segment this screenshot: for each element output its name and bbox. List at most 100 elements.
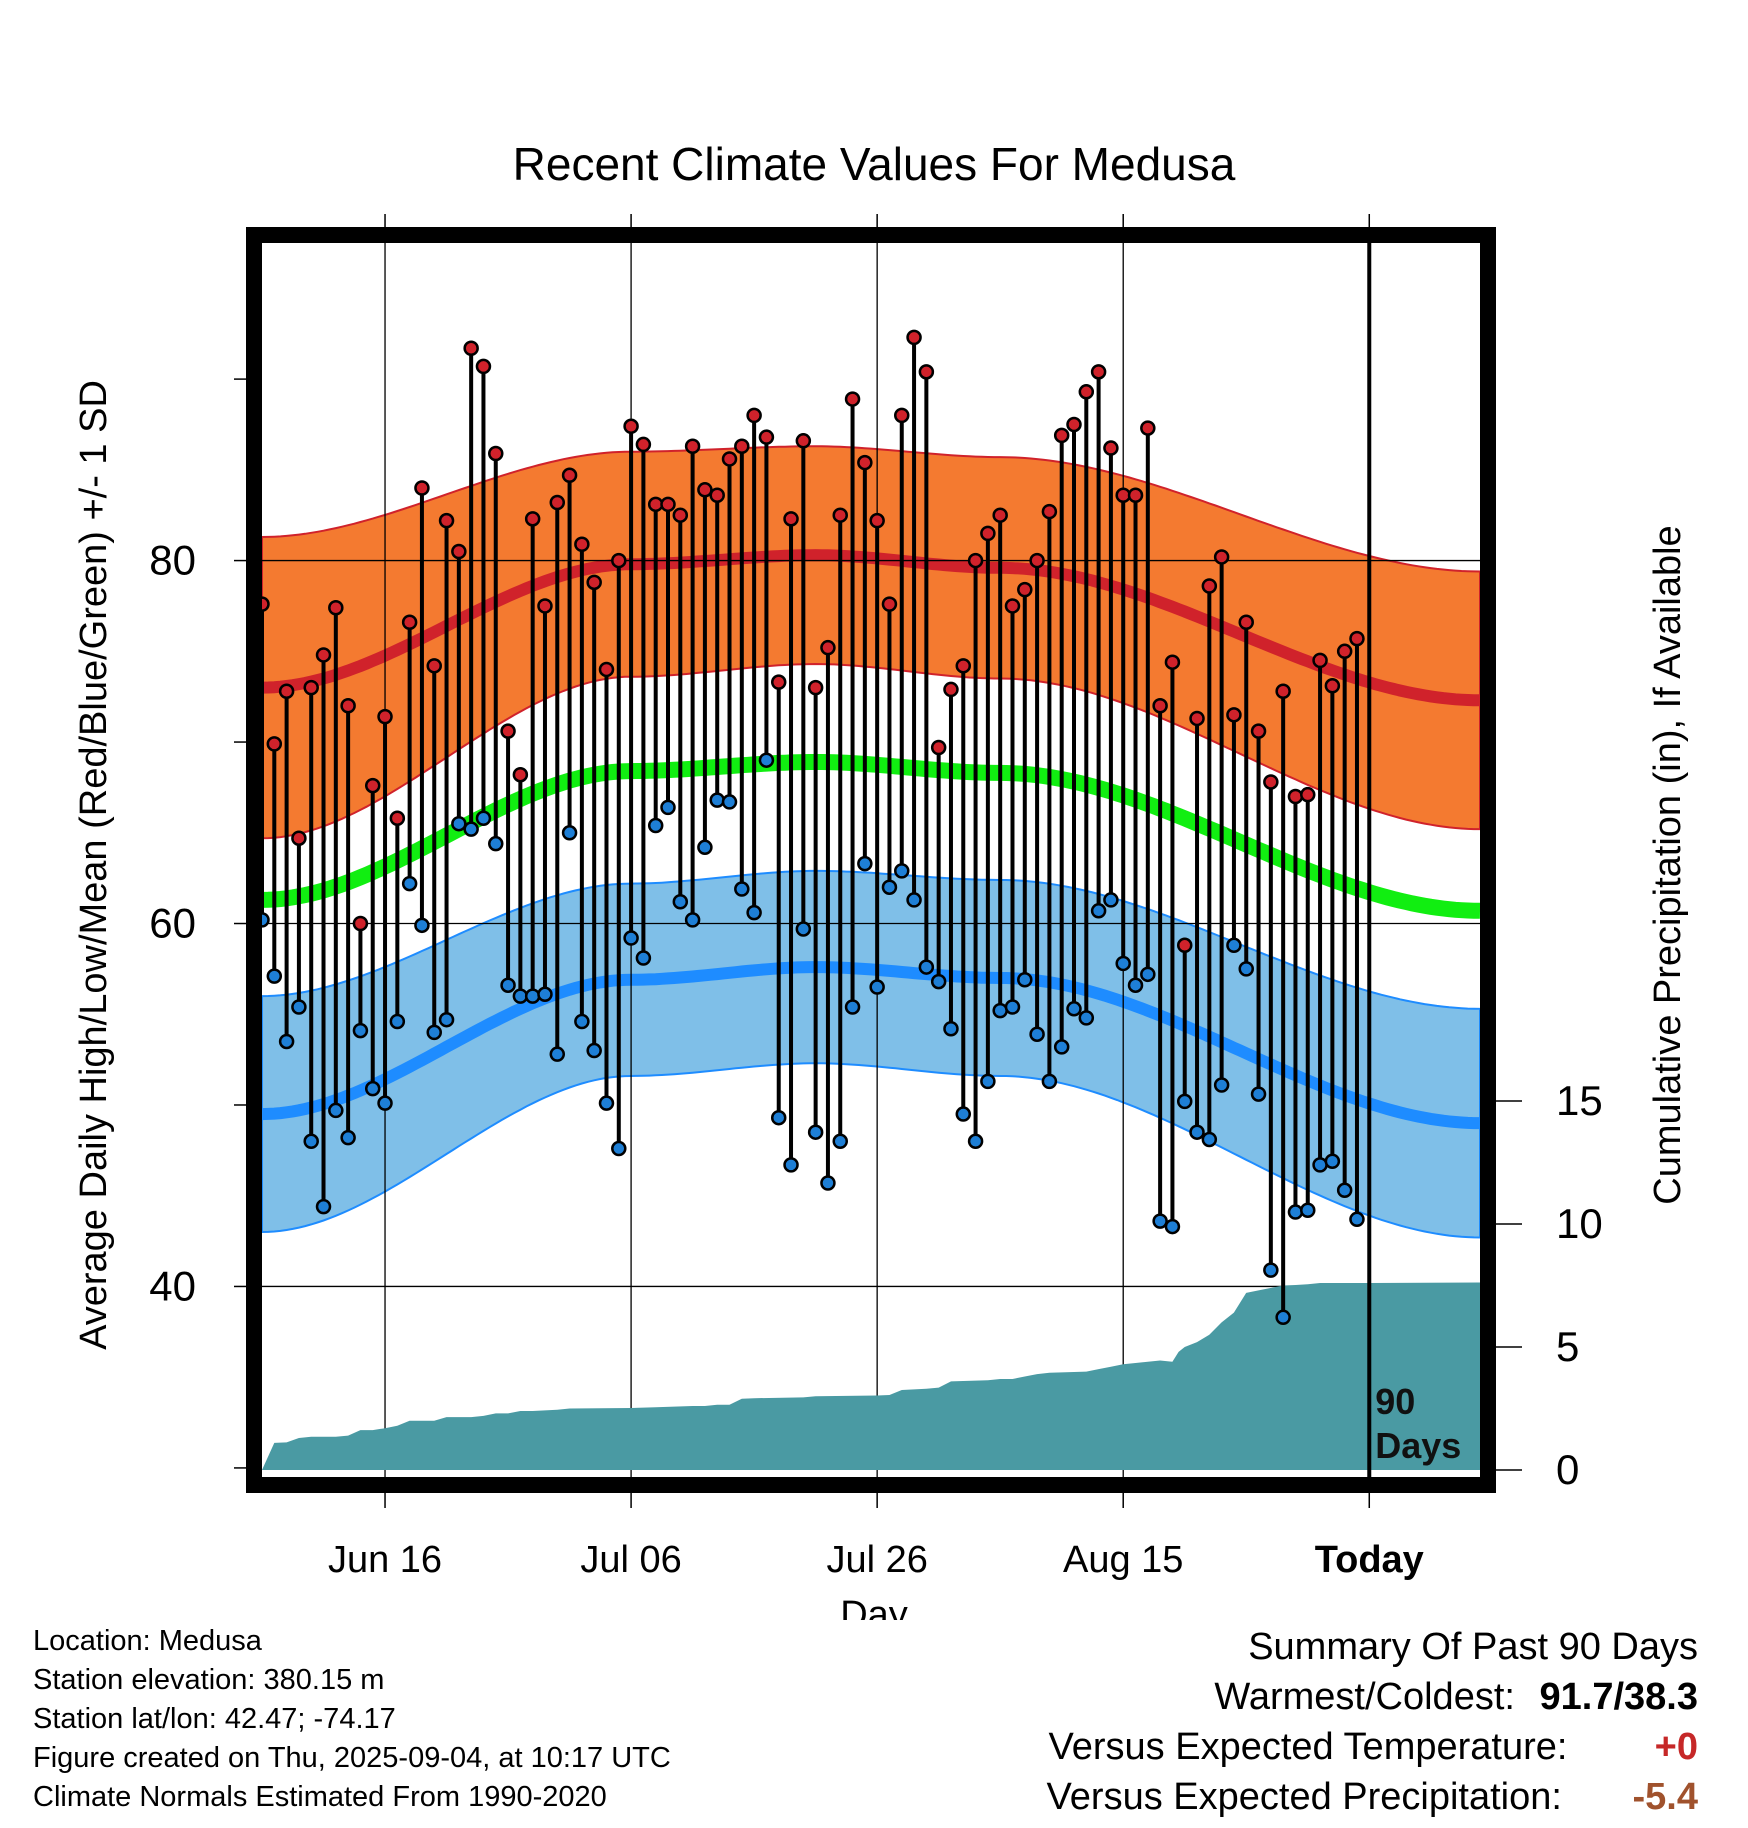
obs-high-point <box>758 429 775 445</box>
obs-high-point <box>426 658 442 674</box>
obs-low-point <box>672 893 689 910</box>
temp-value: +0 <box>1654 1726 1698 1768</box>
obs-high-point <box>918 364 935 380</box>
obs-high-point <box>475 358 492 375</box>
obs-high-point <box>611 552 627 569</box>
precip-label: Versus Expected Precipitation: <box>1046 1776 1562 1818</box>
y-tick-label: 40 <box>149 1262 196 1309</box>
obs-low-point <box>291 999 307 1015</box>
obs-low-point <box>721 794 738 810</box>
obs-high-point <box>414 480 430 496</box>
obs-low-point <box>697 839 713 856</box>
obs-high-point <box>820 639 836 656</box>
obs-low-point <box>1176 1093 1193 1110</box>
obs-high-point <box>1041 503 1058 520</box>
obs-low-point <box>1213 1077 1230 1093</box>
summary-heading: Summary Of Past 90 Days <box>1248 1626 1698 1668</box>
obs-high-point <box>1238 614 1254 631</box>
y2-tick-label: 15 <box>1556 1077 1603 1124</box>
obs-high-point <box>586 574 602 591</box>
obs-low-point <box>1263 1262 1279 1278</box>
obs-low-point <box>623 930 639 946</box>
info-location: Location: Medusa <box>33 1625 262 1657</box>
obs-high-point <box>697 482 713 498</box>
x-tick-label: Jul 26 <box>826 1539 927 1581</box>
obs-high-point <box>1066 416 1082 433</box>
obs-low-point <box>967 1133 984 1150</box>
y2-tick-label: 0 <box>1556 1446 1579 1493</box>
obs-high-point <box>1189 710 1205 727</box>
obs-high-point <box>451 543 467 560</box>
summary-panel: Summary Of Past 90 Days Warmest/Coldest:… <box>1047 1622 1698 1822</box>
obs-high-point <box>857 454 873 471</box>
obs-low-point <box>930 973 947 990</box>
obs-high-point <box>635 436 652 453</box>
obs-low-point <box>770 1109 787 1126</box>
obs-high-point <box>500 723 516 739</box>
obs-low-point <box>906 892 922 908</box>
obs-high-point <box>352 915 369 932</box>
obs-high-point <box>967 552 984 569</box>
obs-low-point <box>1201 1131 1218 1148</box>
plot-frame <box>246 227 1496 1493</box>
obs-high-point <box>930 739 947 756</box>
obs-low-point <box>1078 1010 1095 1026</box>
obs-high-point <box>574 536 590 552</box>
obs-low-point <box>980 1073 996 1090</box>
obs-low-point <box>561 825 578 841</box>
temp-label: Versus Expected Temperature: <box>1048 1726 1568 1768</box>
x-axis-label: Day <box>840 1594 908 1620</box>
obs-high-point <box>881 596 898 612</box>
obs-high-point <box>598 661 615 678</box>
obs-high-point <box>832 507 848 523</box>
obs-low-point <box>414 917 430 934</box>
obs-low-point <box>315 1198 332 1215</box>
normal-low-line <box>261 961 1480 1130</box>
obs-high-point <box>1226 707 1242 723</box>
obs-low-point <box>1053 1039 1070 1055</box>
obs-low-point <box>1189 1124 1205 1140</box>
obs-low-point <box>1066 1001 1082 1017</box>
obs-low-point <box>832 1133 848 1150</box>
obs-high-point <box>807 679 824 696</box>
obs-low-point <box>894 863 910 879</box>
obs-low-point <box>844 999 861 1015</box>
obs-low-point <box>586 1042 602 1059</box>
obs-low-point <box>303 1133 319 1150</box>
obs-low-point <box>918 959 935 975</box>
info-latlon: Station lat/lon: 42.47; -74.17 <box>33 1703 396 1735</box>
obs-low-point <box>1300 1202 1316 1218</box>
obs-low-point <box>463 821 479 837</box>
obs-low-point <box>647 817 664 834</box>
obs-low-point <box>807 1124 824 1140</box>
obs-high-point <box>512 766 529 783</box>
obs-high-point <box>1115 487 1131 503</box>
y-tick-label: 60 <box>149 900 196 947</box>
obs-high-point <box>1250 723 1267 739</box>
obs-low-point <box>857 855 873 872</box>
normal-high-line <box>261 549 1481 707</box>
obs-high-point <box>943 681 959 698</box>
obs-low-point <box>1349 1211 1365 1228</box>
obs-high-point <box>401 614 418 631</box>
obs-high-point <box>672 507 689 523</box>
obs-high-point <box>561 467 578 484</box>
x-tick-label: Aug 15 <box>1063 1539 1183 1581</box>
summary-warmest-coldest: Warmest/Coldest: 91.7/38.3 <box>1047 1672 1698 1722</box>
y2-tick-label: 5 <box>1556 1323 1579 1370</box>
obs-high-point <box>1029 552 1045 569</box>
obs-high-point <box>315 647 332 663</box>
obs-high-point <box>266 736 283 752</box>
cumulative-precip-area <box>262 1282 1480 1470</box>
obs-low-point <box>1226 937 1242 954</box>
obs-high-point <box>438 512 455 529</box>
obs-high-point <box>844 391 861 407</box>
obs-low-point <box>758 752 775 768</box>
obs-low-point <box>869 979 885 995</box>
obs-high-point <box>894 407 910 424</box>
obs-high-point <box>340 698 356 714</box>
obs-high-point <box>906 329 922 346</box>
obs-high-point <box>955 658 972 674</box>
obs-high-point <box>1176 937 1193 954</box>
